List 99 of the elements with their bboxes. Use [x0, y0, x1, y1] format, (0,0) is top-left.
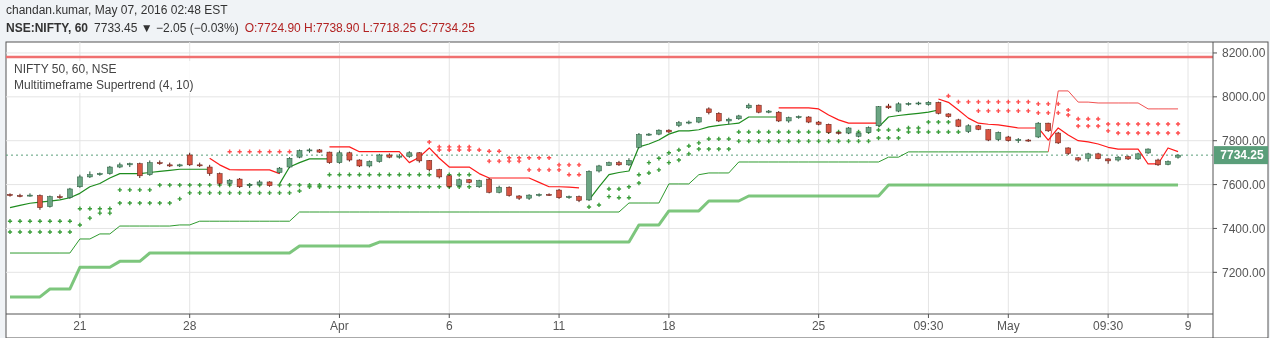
point — [1175, 130, 1181, 136]
point — [976, 99, 981, 104]
point — [1135, 121, 1141, 127]
point — [1165, 130, 1171, 136]
point — [1135, 130, 1141, 136]
point — [1056, 110, 1061, 115]
x-tick-label: May — [996, 319, 1020, 333]
point — [1016, 99, 1021, 104]
y-tick-label: 7200.00 — [1222, 265, 1266, 280]
point — [1165, 121, 1171, 127]
point — [1046, 101, 1051, 106]
point — [517, 158, 522, 164]
x-tick-label: 6 — [445, 319, 453, 333]
y-tick-label: 7600.00 — [1222, 177, 1266, 192]
point — [566, 162, 572, 167]
x-tick-label: 28 — [183, 319, 197, 333]
x-tick-label: 09:30 — [1093, 319, 1124, 333]
point — [956, 99, 961, 104]
candlestick — [536, 192, 542, 198]
point — [1026, 108, 1031, 113]
point — [437, 147, 442, 153]
point — [996, 108, 1001, 113]
point — [946, 93, 951, 99]
point — [497, 149, 502, 154]
point — [427, 139, 432, 145]
point — [1106, 128, 1111, 133]
annotation: Multitimeframe Supertrend (4, 10) — [14, 78, 194, 92]
point — [1096, 123, 1101, 129]
point — [447, 147, 452, 153]
point — [527, 167, 532, 172]
x-tick-label: 21 — [73, 319, 87, 333]
y-tick-label: 8000.00 — [1222, 90, 1266, 105]
point — [1006, 108, 1011, 113]
point — [507, 158, 512, 164]
point — [1026, 99, 1031, 104]
text: NIFTY 50, 60, NSE — [14, 62, 117, 76]
point — [1086, 123, 1091, 129]
point — [986, 108, 991, 113]
point — [1116, 130, 1121, 136]
point — [536, 167, 542, 172]
point — [576, 172, 582, 177]
point — [1066, 112, 1071, 118]
point — [986, 99, 991, 104]
point — [1066, 107, 1071, 113]
point — [556, 167, 562, 172]
line-series — [9, 151, 1049, 254]
chart-title: NSE:NIFTY, 60 — [6, 21, 89, 35]
point — [1046, 110, 1051, 115]
x-tick-label: 11 — [552, 319, 566, 333]
point — [457, 147, 462, 153]
x-tick-label: 09:30 — [913, 319, 944, 333]
y-tick-label: 7800.00 — [1222, 133, 1266, 148]
point — [1016, 108, 1021, 113]
candlestick — [57, 193, 63, 200]
text: chandan.kumar, May 07, 2016 02:48 EST — [6, 3, 229, 17]
point — [487, 158, 492, 164]
point — [1036, 101, 1041, 106]
point — [1175, 121, 1181, 127]
point — [546, 155, 552, 160]
line-series — [8, 183, 1180, 299]
text: 7733.45 ▼ −2.05 (−0.03%) — [94, 21, 239, 35]
point — [1076, 116, 1081, 122]
point — [467, 147, 472, 153]
point — [1086, 116, 1091, 122]
point — [1125, 121, 1131, 127]
point — [566, 172, 572, 177]
point — [976, 108, 981, 113]
point — [487, 149, 492, 154]
point — [1036, 110, 1041, 115]
point — [536, 155, 542, 160]
x-tick-label: Apr — [330, 319, 349, 333]
point — [477, 147, 482, 153]
point — [1145, 121, 1151, 127]
point — [1116, 121, 1121, 127]
ref-line-label: 7734.25 — [1220, 148, 1265, 163]
x-tick-label: 25 — [811, 319, 826, 333]
candlestick — [7, 192, 13, 198]
x-tick-label: 18 — [662, 319, 676, 333]
y-tick-label: 7400.00 — [1222, 221, 1266, 236]
point — [966, 99, 971, 104]
point — [1006, 99, 1011, 104]
point — [1155, 130, 1161, 136]
point — [576, 162, 582, 167]
point — [497, 158, 502, 164]
point — [1125, 130, 1131, 136]
point — [556, 162, 562, 167]
text: O:7724.90 H:7738.90 L:7718.25 C:7734.25 — [244, 21, 476, 35]
point — [1106, 121, 1111, 127]
y-tick-label: 8200.00 — [1222, 46, 1266, 61]
point — [1076, 123, 1081, 129]
point — [546, 167, 552, 172]
point — [1056, 101, 1061, 106]
point — [1145, 130, 1151, 136]
point — [1096, 116, 1101, 122]
line-series — [1047, 90, 1179, 153]
point — [1155, 121, 1161, 127]
point — [527, 155, 532, 160]
point — [996, 99, 1001, 104]
x-tick-label: 9 — [1184, 319, 1192, 333]
